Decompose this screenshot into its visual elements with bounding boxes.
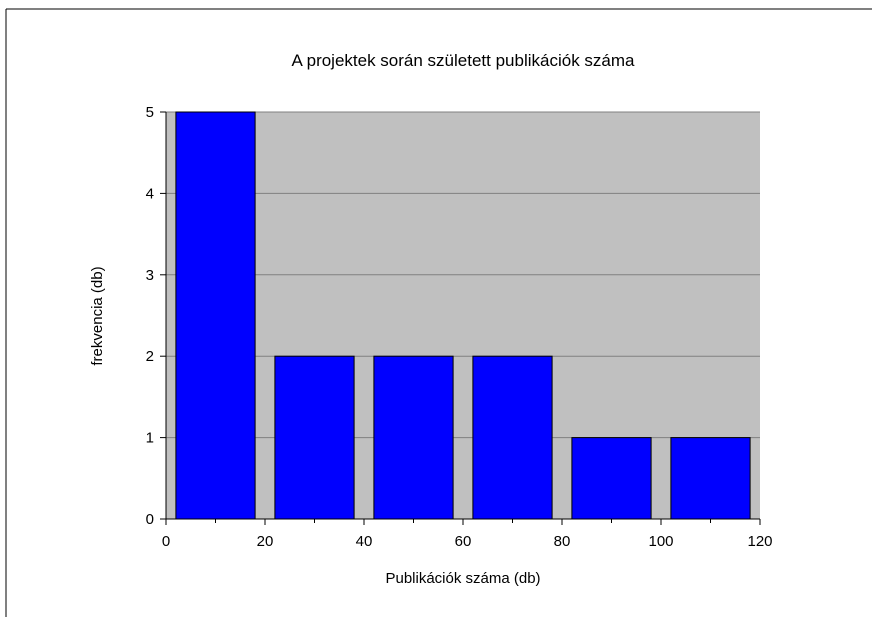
x-tick-label-6: 120: [747, 533, 772, 550]
bar-4: [571, 437, 652, 520]
x-tick-label-3: 60: [455, 533, 472, 550]
bar-0: [175, 111, 256, 520]
y-tick-label-2: 2: [146, 348, 154, 365]
y-tick-label-0: 0: [146, 511, 154, 528]
chart-title: A projektek során született publikációk …: [291, 51, 635, 70]
bar-2: [373, 355, 454, 520]
axes: [160, 111, 761, 525]
x-tick-label-1: 20: [257, 533, 274, 550]
x-axis-label: Publikációk száma (db): [385, 570, 540, 587]
x-tick-label-5: 100: [648, 533, 673, 550]
plot-background: [166, 112, 760, 519]
y-tick-label-4: 4: [146, 185, 154, 202]
bar-3: [472, 355, 553, 520]
y-tick-label-5: 5: [146, 104, 154, 121]
y-tick-label-3: 3: [146, 267, 154, 284]
bar-5: [670, 437, 751, 520]
y-axis-label: frekvencia (db): [89, 266, 106, 365]
bar-1: [274, 355, 355, 520]
x-tick-label-2: 40: [356, 533, 373, 550]
x-tick-label-4: 80: [554, 533, 571, 550]
y-tick-label-1: 1: [146, 430, 154, 447]
y-tick-labels: 0 1 2 3 4 5: [146, 104, 154, 528]
x-tick-labels: 0 20 40 60 80 100 120: [162, 533, 773, 550]
x-tick-label-0: 0: [162, 533, 170, 550]
gridlines: [166, 111, 760, 439]
